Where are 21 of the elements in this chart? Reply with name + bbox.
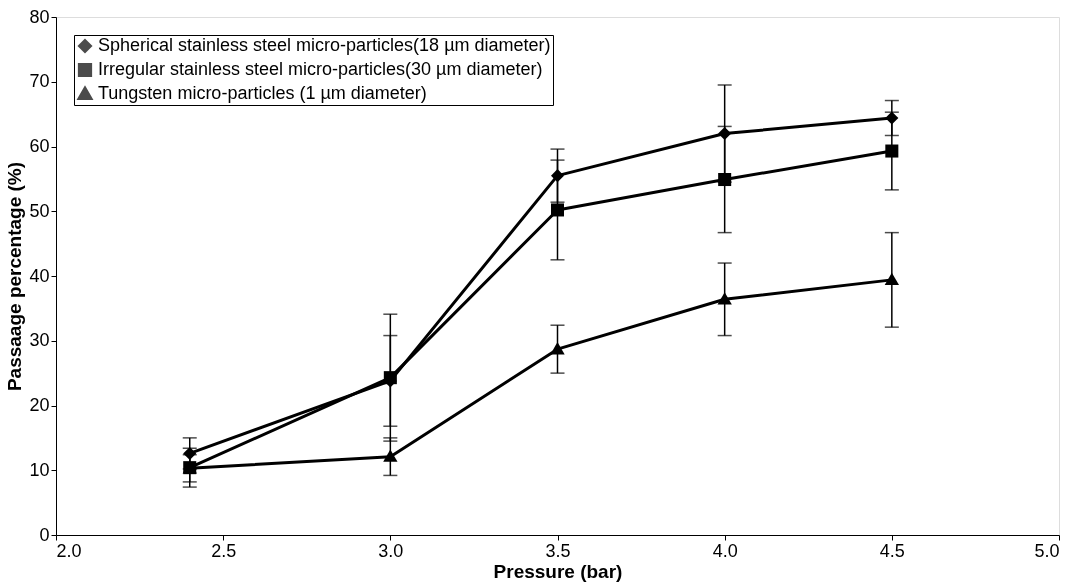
x-tick-label: 3.0: [378, 540, 404, 561]
x-axis-title: Pressure (bar): [493, 560, 623, 582]
legend-label: Tungsten micro-particles (1 µm diameter): [98, 83, 427, 103]
y-tick-label: 10: [29, 459, 50, 480]
y-tick-label: 80: [29, 6, 50, 27]
y-tick-label: 40: [29, 265, 50, 286]
y-axis-title: Passaage percentage (%): [4, 161, 26, 392]
legend-label: Irregular stainless steel micro-particles(30 µm diameter): [98, 59, 543, 79]
y-tick-label: 50: [29, 200, 50, 221]
x-tick-label: 4.0: [712, 540, 738, 561]
x-tick-label: 3.5: [545, 540, 571, 561]
x-tick-label: 5.0: [1034, 540, 1060, 561]
x-tick-label: 4.5: [879, 540, 905, 561]
x-tick-label: 2.0: [56, 540, 82, 561]
x-tick-label: 2.5: [211, 540, 237, 561]
y-tick-label: 30: [29, 330, 50, 351]
y-tick-label: 20: [29, 395, 50, 415]
y-tick-label: 0: [39, 524, 50, 545]
y-tick-label: 70: [29, 71, 50, 92]
legend-label: Spherical stainless steel micro-particles(18 µm diameter): [98, 35, 551, 55]
y-tick-label: 60: [29, 136, 50, 156]
